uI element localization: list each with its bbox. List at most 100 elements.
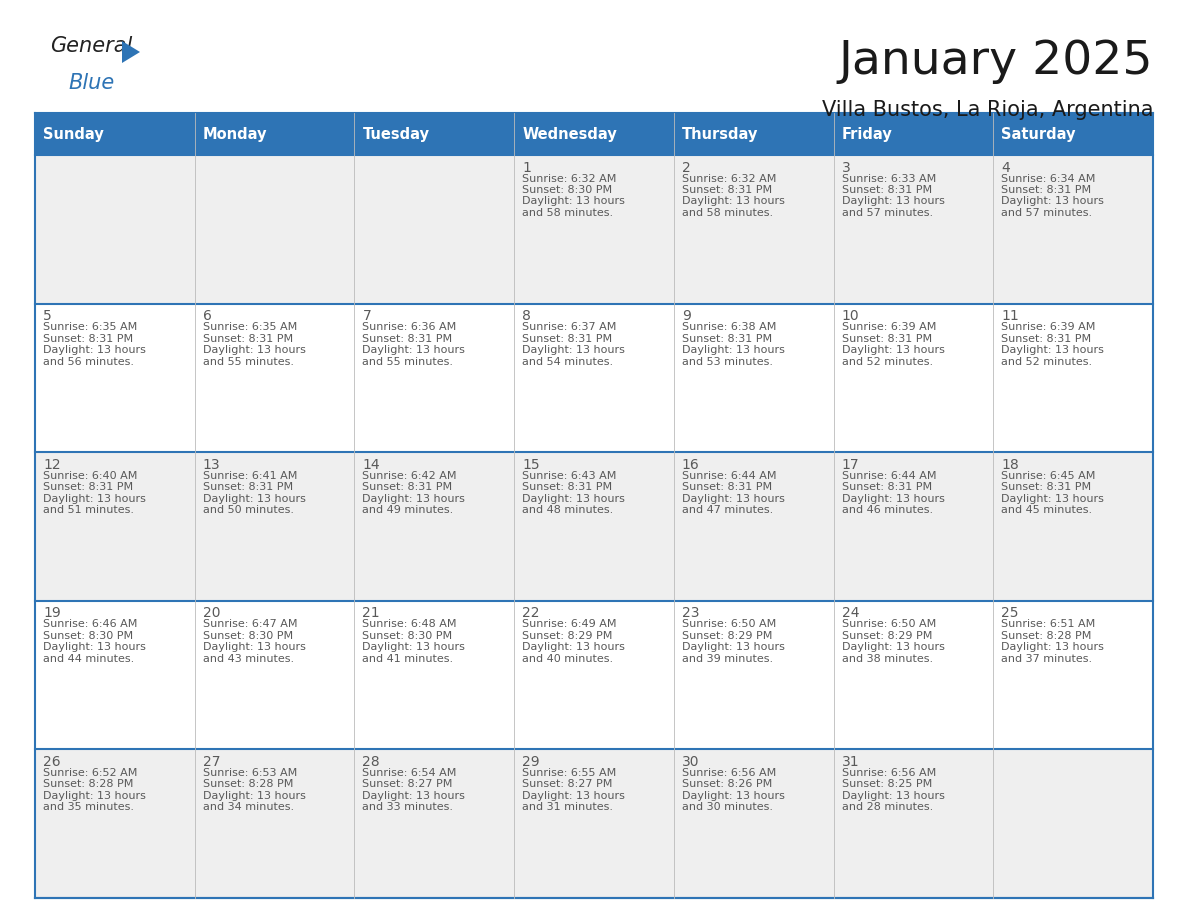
Text: Villa Bustos, La Rioja, Argentina: Villa Bustos, La Rioja, Argentina [821,100,1154,120]
Text: Sunrise: 6:34 AM: Sunrise: 6:34 AM [1001,174,1095,184]
Text: 12: 12 [43,458,61,472]
Text: Sunset: 8:25 PM: Sunset: 8:25 PM [841,779,931,789]
Bar [34,749,195,898]
Bar [34,600,195,749]
Text: Daylight: 13 hours: Daylight: 13 hours [523,643,625,653]
Bar [195,113,354,155]
Text: Daylight: 13 hours: Daylight: 13 hours [362,345,466,355]
Text: Daylight: 13 hours: Daylight: 13 hours [43,791,146,800]
Text: Daylight: 13 hours: Daylight: 13 hours [1001,345,1104,355]
Text: Daylight: 13 hours: Daylight: 13 hours [362,494,466,504]
Bar [993,600,1154,749]
Text: Daylight: 13 hours: Daylight: 13 hours [523,345,625,355]
Text: Sunrise: 6:35 AM: Sunrise: 6:35 AM [43,322,138,332]
Text: Sunrise: 6:39 AM: Sunrise: 6:39 AM [841,322,936,332]
Text: and 40 minutes.: and 40 minutes. [523,654,613,664]
Bar [514,155,674,304]
Text: Sunset: 8:26 PM: Sunset: 8:26 PM [682,779,772,789]
Text: Sunrise: 6:48 AM: Sunrise: 6:48 AM [362,620,457,630]
Text: Daylight: 13 hours: Daylight: 13 hours [43,643,146,653]
Bar [34,155,195,304]
Text: 10: 10 [841,309,859,323]
Bar [834,600,993,749]
Text: Sunset: 8:28 PM: Sunset: 8:28 PM [203,779,293,789]
Bar [834,749,993,898]
Text: Daylight: 13 hours: Daylight: 13 hours [362,643,466,653]
Text: Sunday: Sunday [43,127,103,141]
Text: Sunset: 8:31 PM: Sunset: 8:31 PM [682,185,772,195]
Text: Sunrise: 6:53 AM: Sunrise: 6:53 AM [203,767,297,778]
Text: and 43 minutes.: and 43 minutes. [203,654,293,664]
Text: Daylight: 13 hours: Daylight: 13 hours [682,494,785,504]
Bar [195,453,354,600]
Text: Sunset: 8:28 PM: Sunset: 8:28 PM [1001,631,1092,641]
Text: 9: 9 [682,309,690,323]
Text: Sunset: 8:30 PM: Sunset: 8:30 PM [203,631,292,641]
Text: and 37 minutes.: and 37 minutes. [1001,654,1093,664]
Text: Sunset: 8:28 PM: Sunset: 8:28 PM [43,779,133,789]
Text: Sunset: 8:31 PM: Sunset: 8:31 PM [362,482,453,492]
Text: Sunrise: 6:47 AM: Sunrise: 6:47 AM [203,620,297,630]
Text: Sunset: 8:31 PM: Sunset: 8:31 PM [841,185,931,195]
Text: 1: 1 [523,161,531,174]
Text: Daylight: 13 hours: Daylight: 13 hours [682,345,785,355]
Text: Daylight: 13 hours: Daylight: 13 hours [1001,494,1104,504]
Text: Sunrise: 6:50 AM: Sunrise: 6:50 AM [841,620,936,630]
Text: Tuesday: Tuesday [362,127,429,141]
Text: Friday: Friday [841,127,892,141]
Text: Sunset: 8:31 PM: Sunset: 8:31 PM [682,482,772,492]
Text: and 39 minutes.: and 39 minutes. [682,654,773,664]
Text: Daylight: 13 hours: Daylight: 13 hours [1001,196,1104,207]
Bar [354,304,514,453]
Text: 13: 13 [203,458,220,472]
Text: Sunrise: 6:35 AM: Sunrise: 6:35 AM [203,322,297,332]
Text: Sunset: 8:31 PM: Sunset: 8:31 PM [203,333,292,343]
Bar [993,155,1154,304]
Text: 4: 4 [1001,161,1010,174]
Text: Thursday: Thursday [682,127,758,141]
Text: Sunrise: 6:52 AM: Sunrise: 6:52 AM [43,767,138,778]
Bar [674,453,834,600]
Text: Wednesday: Wednesday [523,127,617,141]
Text: Sunset: 8:31 PM: Sunset: 8:31 PM [841,333,931,343]
Text: 2: 2 [682,161,690,174]
Text: and 30 minutes.: and 30 minutes. [682,802,773,812]
Text: Sunrise: 6:50 AM: Sunrise: 6:50 AM [682,620,776,630]
Text: 17: 17 [841,458,859,472]
Text: 22: 22 [523,606,539,621]
Text: 11: 11 [1001,309,1019,323]
Text: and 35 minutes.: and 35 minutes. [43,802,134,812]
Bar [34,304,195,453]
Text: Daylight: 13 hours: Daylight: 13 hours [682,196,785,207]
Text: Daylight: 13 hours: Daylight: 13 hours [841,345,944,355]
Text: Sunrise: 6:45 AM: Sunrise: 6:45 AM [1001,471,1095,481]
Text: Sunrise: 6:32 AM: Sunrise: 6:32 AM [523,174,617,184]
Text: and 58 minutes.: and 58 minutes. [523,208,613,218]
Text: Sunset: 8:31 PM: Sunset: 8:31 PM [523,333,612,343]
Text: and 56 minutes.: and 56 minutes. [43,356,134,366]
Text: 7: 7 [362,309,371,323]
Text: Sunrise: 6:39 AM: Sunrise: 6:39 AM [1001,322,1095,332]
Text: 3: 3 [841,161,851,174]
Text: and 55 minutes.: and 55 minutes. [362,356,454,366]
Bar [514,113,674,155]
Bar [993,113,1154,155]
Text: Sunset: 8:27 PM: Sunset: 8:27 PM [523,779,613,789]
Text: Sunset: 8:31 PM: Sunset: 8:31 PM [682,333,772,343]
Text: Sunrise: 6:44 AM: Sunrise: 6:44 AM [841,471,936,481]
Text: 16: 16 [682,458,700,472]
Bar [514,453,674,600]
Text: and 44 minutes.: and 44 minutes. [43,654,134,664]
Text: 19: 19 [43,606,61,621]
Text: Daylight: 13 hours: Daylight: 13 hours [43,345,146,355]
Text: Sunset: 8:29 PM: Sunset: 8:29 PM [841,631,931,641]
Text: Sunset: 8:30 PM: Sunset: 8:30 PM [43,631,133,641]
Text: Sunrise: 6:32 AM: Sunrise: 6:32 AM [682,174,776,184]
Text: 20: 20 [203,606,220,621]
Text: Daylight: 13 hours: Daylight: 13 hours [682,643,785,653]
Bar [354,155,514,304]
Bar [674,155,834,304]
Polygon shape [122,41,140,63]
Bar [834,453,993,600]
Text: General: General [50,36,132,56]
